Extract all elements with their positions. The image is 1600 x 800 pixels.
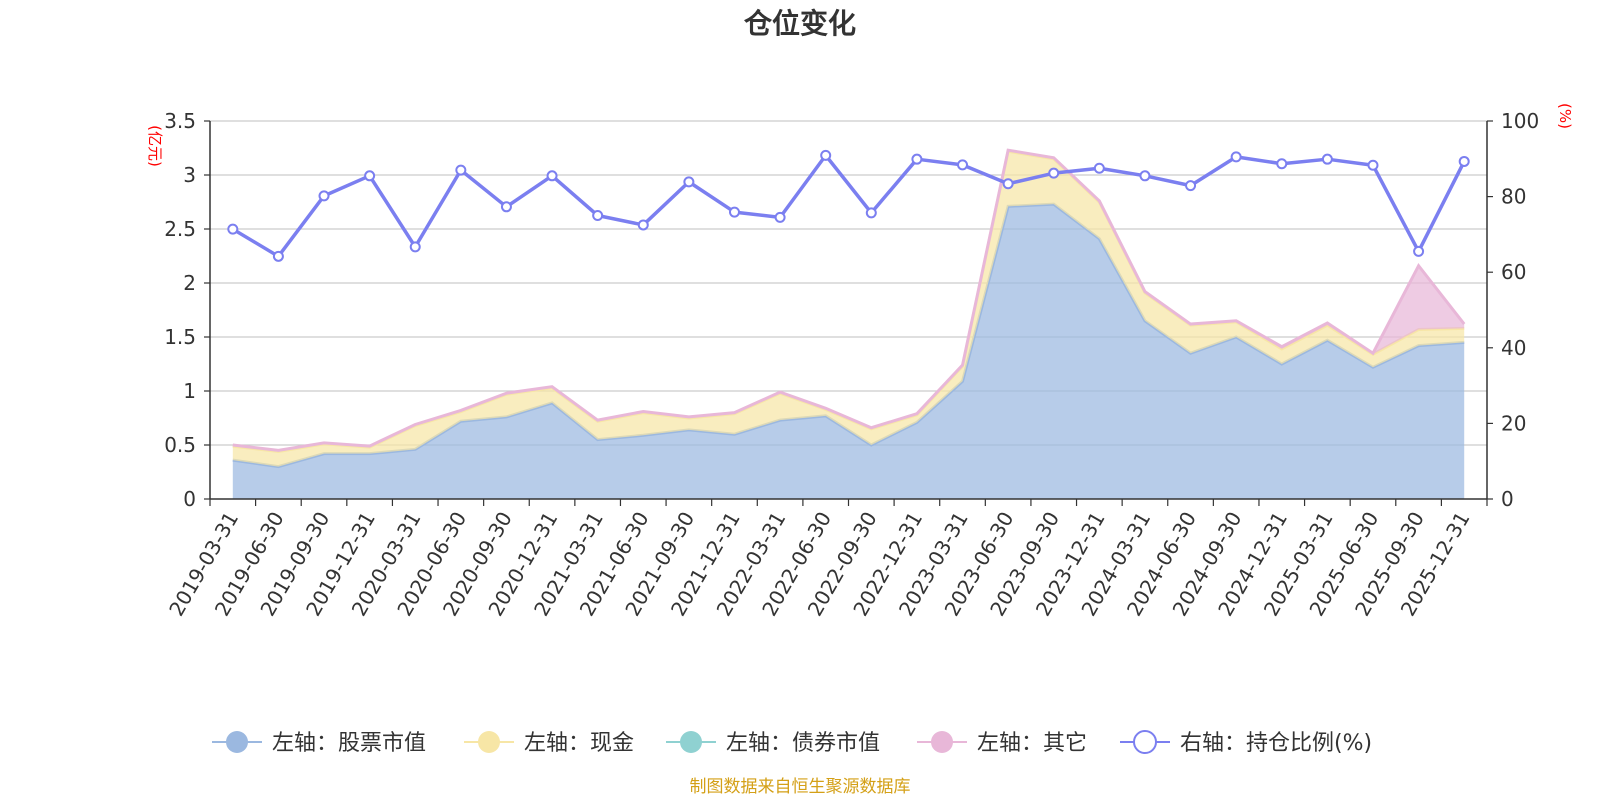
right-tick-label: 0	[1501, 487, 1514, 511]
ratio-point	[1139, 170, 1151, 182]
legend: 左轴：股票市值 左轴：现金 左轴：债券市值 左轴：其它 右轴：持仓比例(%)	[212, 730, 1372, 756]
ratio-point	[500, 201, 512, 213]
ratio-point	[865, 207, 877, 219]
ratio-point	[774, 211, 786, 223]
ratio-point	[1321, 153, 1333, 165]
right-tick-label: 100	[1501, 109, 1539, 133]
legend-marker	[931, 731, 953, 753]
legend-label: 右轴：持仓比例(%)	[1180, 731, 1372, 756]
ratio-point	[592, 210, 604, 221]
right-tick-label: 60	[1501, 260, 1526, 284]
ratio-point	[1048, 167, 1060, 179]
grid-lines	[210, 120, 1487, 446]
left-tick-label: 1.5	[164, 325, 196, 349]
data-source-note: 制图数据来自恒生聚源数据库	[690, 777, 911, 797]
left-axis-unit: (亿元)	[146, 125, 164, 167]
ratio-point	[637, 219, 649, 231]
ratio-point	[1093, 162, 1105, 174]
left-tick-label: 2	[183, 271, 196, 295]
chart-title: 仓位变化	[744, 7, 856, 40]
legend-label: 左轴：债券市值	[726, 731, 880, 756]
ratio-point	[455, 164, 467, 176]
legend-label: 左轴：现金	[524, 731, 634, 756]
right-tick-label: 80	[1501, 185, 1526, 209]
area-edge-3	[232, 148, 1466, 452]
left-tick-label: 0.5	[164, 433, 196, 457]
legend-label: 左轴：其它	[977, 731, 1087, 756]
ratio-point	[1230, 151, 1242, 163]
left-tick-label: 2.5	[164, 217, 196, 241]
ratio-point	[1367, 159, 1379, 171]
ratio-point	[911, 153, 923, 165]
ratio-point	[227, 223, 239, 235]
legend-marker	[1133, 730, 1157, 754]
right-tick-label: 40	[1501, 336, 1526, 360]
ratio-point	[1413, 245, 1425, 257]
left-tick-label: 3.5	[164, 109, 196, 133]
area-fill-0	[232, 204, 1465, 499]
ratio-point	[683, 176, 695, 188]
left-tick-label: 1	[183, 379, 196, 403]
right-tick-label: 20	[1501, 411, 1526, 435]
ratio-point	[364, 170, 376, 182]
stacked-areas	[232, 148, 1466, 499]
ratio-point	[409, 241, 421, 253]
ratio-point	[1458, 155, 1470, 167]
legend-marker	[478, 731, 500, 753]
ratio-point	[820, 149, 832, 161]
left-tick-label: 0	[183, 487, 196, 511]
legend-marker	[680, 731, 702, 753]
ratio-point	[1185, 180, 1197, 192]
ratio-point	[957, 159, 969, 171]
ratio-point	[318, 190, 330, 202]
ratio-point	[1002, 178, 1014, 190]
ratio-line	[231, 153, 1466, 259]
left-tick-label: 3	[183, 163, 196, 187]
ratio-line-layer	[227, 149, 1470, 262]
legend-label: 左轴：股票市值	[272, 731, 426, 756]
ratio-point	[1276, 158, 1288, 170]
ratio-point	[728, 206, 740, 218]
ratio-point	[546, 170, 558, 182]
ratio-point	[272, 250, 284, 262]
right-axis-unit: (%)	[1556, 103, 1574, 129]
legend-marker	[226, 731, 248, 753]
